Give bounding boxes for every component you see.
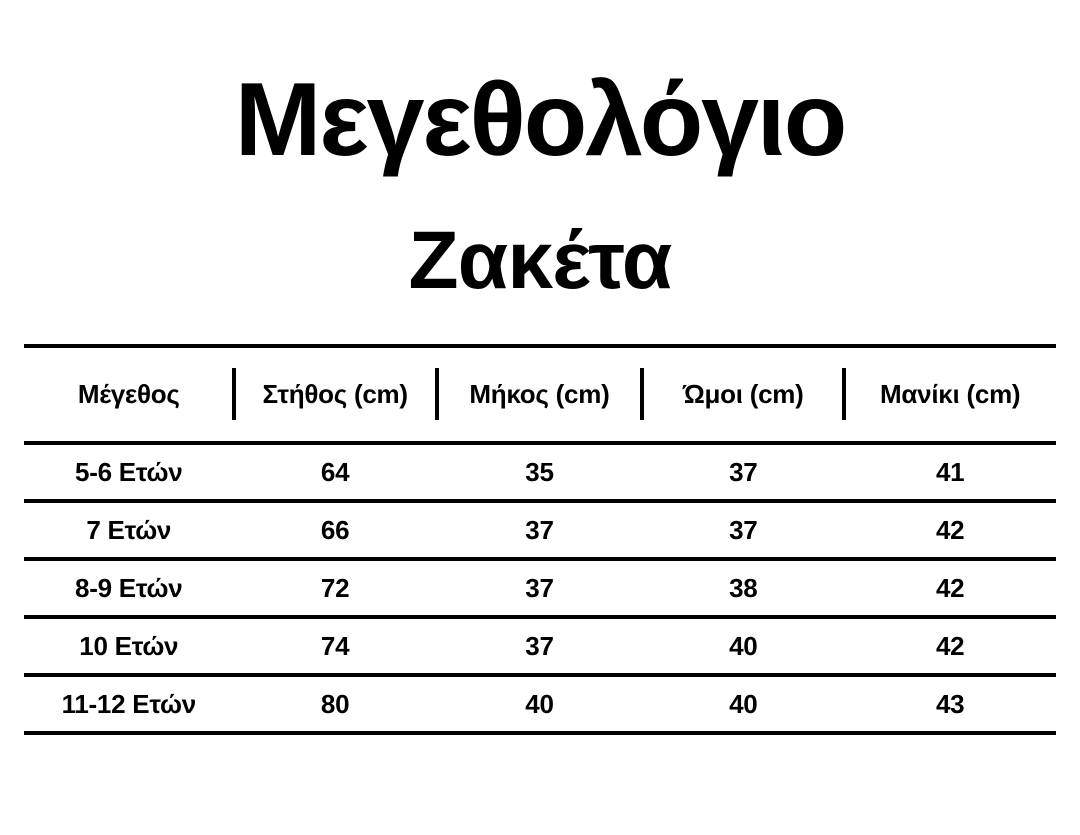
size-cell: 10 Ετών [79,630,179,661]
header-divider [232,368,236,420]
column-header-size: Μέγεθος [77,379,180,409]
chest-cell: 80 [320,688,350,719]
header-divider [640,368,644,420]
chest-cell: 72 [320,572,350,603]
length-cell: 37 [525,572,554,603]
column-header-sleeve: Μανίκι (cm) [880,379,1021,409]
table-row: 11-12 Ετών 80 40 40 43 [24,677,1056,735]
size-cell: 11-12 Ετών [61,688,197,719]
sleeve-cell: 41 [935,456,965,487]
length-cell: 40 [525,688,554,719]
length-cell: 37 [525,514,554,545]
page-subtitle: Ζακέτα [408,215,672,306]
chest-cell: 64 [320,456,350,487]
shoulders-cell: 37 [729,456,758,487]
shoulders-cell: 40 [729,630,758,661]
header-divider [435,368,439,420]
size-cell: 5-6 Ετών [75,456,183,487]
column-header-shoulders: Ώμοι (cm) [682,379,804,409]
size-cell: 8-9 Ετών [75,572,183,603]
chest-cell: 66 [320,514,350,545]
sleeve-cell: 42 [935,514,965,545]
column-header-chest: Στήθος (cm) [262,379,408,409]
sleeve-cell: 43 [935,688,965,719]
table-row: 5-6 Ετών 64 35 37 41 [24,445,1056,503]
table-row: 8-9 Ετών 72 37 38 42 [24,561,1056,619]
length-cell: 37 [525,630,554,661]
shoulders-cell: 38 [729,572,758,603]
size-table: Μέγεθος Στήθος (cm) Μήκος (cm) Ώμοι (cm)… [24,344,1056,735]
table-body: 5-6 Ετών 64 35 37 41 7 Ετών 66 37 37 42 8-9 Ετών 72… [24,445,1056,735]
table-header-row: Μέγεθος Στήθος (cm) Μήκος (cm) Ώμοι (cm)… [24,348,1056,445]
column-header-length: Μήκος (cm) [469,379,610,409]
chest-cell: 74 [320,630,350,661]
sleeve-cell: 42 [935,630,965,661]
shoulders-cell: 37 [729,514,758,545]
size-cell: 7 Ετών [86,514,172,545]
table-row: 7 Ετών 66 37 37 42 [24,503,1056,561]
sleeve-cell: 42 [935,572,965,603]
length-cell: 35 [525,456,554,487]
header-divider [842,368,846,420]
shoulders-cell: 40 [729,688,758,719]
table-row: 10 Ετών 74 37 40 42 [24,619,1056,677]
page-title: Μεγεθολόγιο [234,62,848,178]
